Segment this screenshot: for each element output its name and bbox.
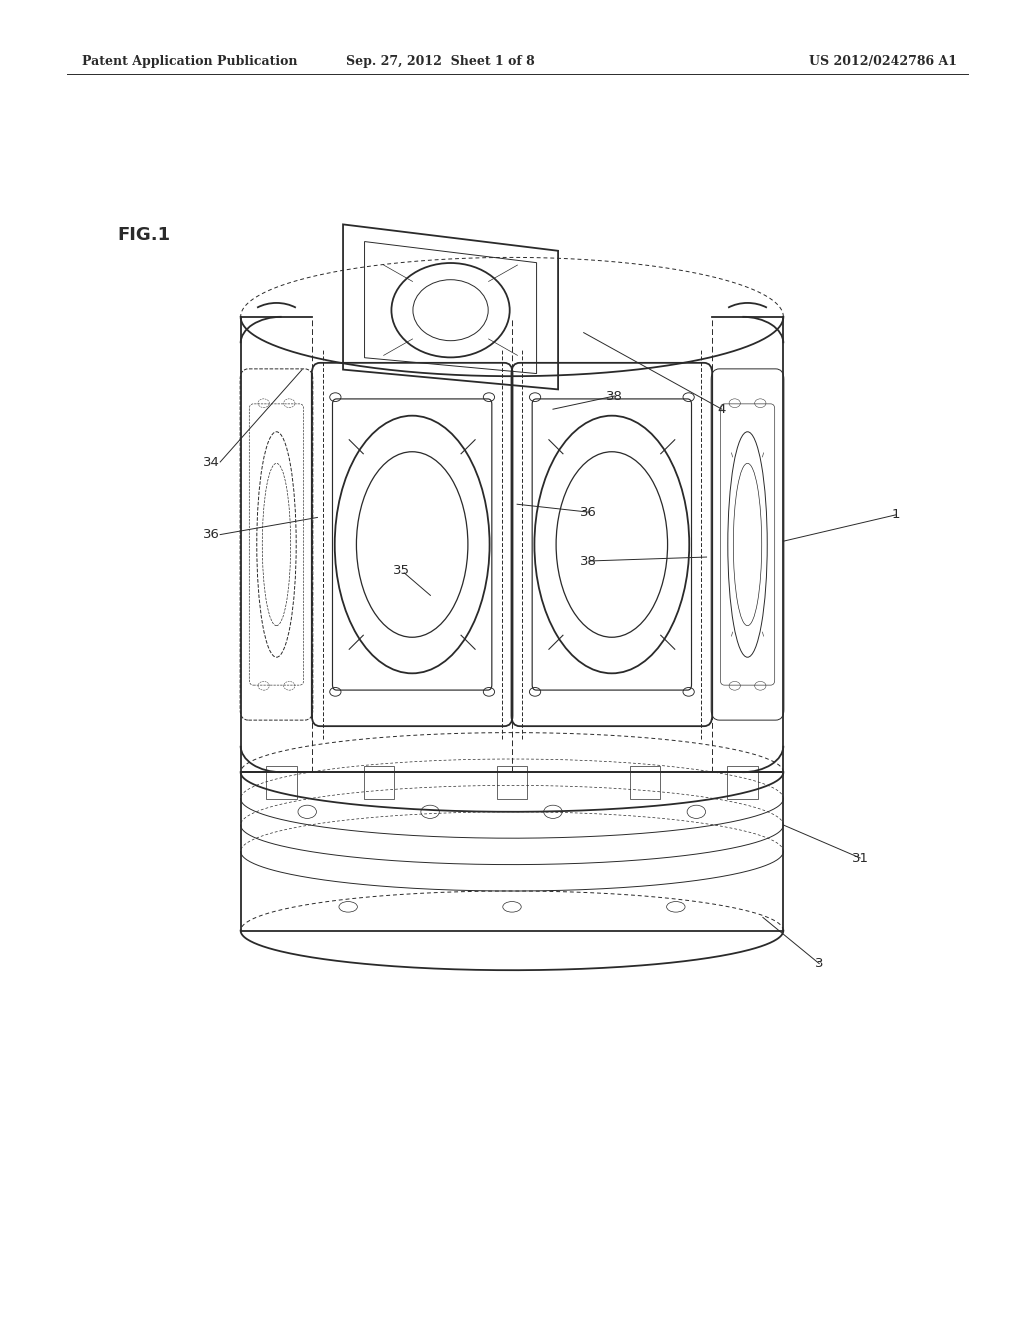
Text: 3: 3	[815, 957, 823, 970]
Text: Sep. 27, 2012  Sheet 1 of 8: Sep. 27, 2012 Sheet 1 of 8	[346, 55, 535, 69]
Text: 35: 35	[393, 565, 411, 577]
Text: US 2012/0242786 A1: US 2012/0242786 A1	[809, 55, 957, 69]
Text: 36: 36	[581, 506, 597, 519]
Text: Patent Application Publication: Patent Application Publication	[82, 55, 297, 69]
Text: 34: 34	[204, 455, 220, 469]
Text: FIG.1: FIG.1	[118, 226, 171, 244]
Text: 38: 38	[581, 554, 597, 568]
Text: 36: 36	[204, 528, 220, 541]
Text: 31: 31	[852, 851, 868, 865]
Text: 4: 4	[718, 403, 726, 416]
Text: 1: 1	[892, 508, 900, 521]
Text: 38: 38	[606, 389, 623, 403]
